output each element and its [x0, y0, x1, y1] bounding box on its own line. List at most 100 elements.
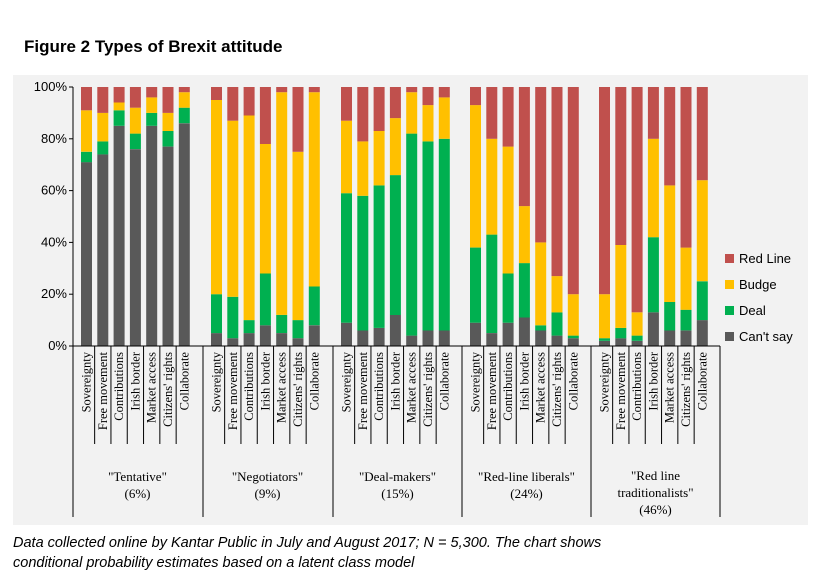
bar-red-line-contributions — [502, 87, 514, 147]
bar-budge-collaborate — [438, 97, 450, 139]
category-label-sovereignty: Sovereignty — [598, 351, 612, 412]
bar-budge-collaborate — [308, 92, 320, 287]
bar-red-line-irish-border — [129, 87, 141, 108]
bar-deal-irish-border — [518, 263, 530, 318]
group-label-line: "Deal-makers" — [359, 469, 436, 484]
bar-deal-market-access — [406, 133, 418, 336]
bar-can-t-say-free-movement — [615, 338, 627, 346]
bar-budge-collaborate — [696, 180, 708, 282]
bar-deal-free-movement — [357, 195, 369, 331]
bar-red-line-free-movement — [615, 87, 627, 245]
category-label-free-movement: Free movement — [226, 351, 240, 430]
chart-title: Figure 2 Types of Brexit attitude — [24, 37, 283, 56]
bar-red-line-citizens-rights — [680, 87, 692, 248]
bar-budge-citizens-rights — [680, 247, 692, 310]
category-label-collaborate: Collaborate — [177, 352, 191, 411]
bar-red-line-irish-border — [389, 87, 401, 119]
bar-red-line-irish-border — [259, 87, 271, 144]
bar-deal-contributions — [631, 335, 643, 341]
footnote-line-2: conditional probability estimates based … — [13, 555, 415, 571]
bar-deal-sovereignty — [341, 193, 352, 323]
bar-budge-free-movement — [97, 112, 109, 142]
bar-can-t-say-contributions — [631, 340, 643, 346]
legend-label-can-t-say: Can't say — [739, 329, 793, 344]
bar-red-line-sovereignty — [341, 87, 352, 121]
bar-can-t-say-market-access — [664, 330, 676, 346]
bar-can-t-say-free-movement — [97, 154, 109, 346]
bar-deal-free-movement — [97, 141, 109, 155]
bar-can-t-say-citizens-rights — [422, 330, 434, 346]
legend-swatch-can-t-say — [725, 332, 734, 341]
y-tick-label: 100% — [34, 79, 68, 94]
category-label-irish-border: Irish border — [128, 351, 142, 410]
group-label-line: (6%) — [125, 486, 151, 501]
bar-deal-market-access — [146, 112, 158, 126]
bar-can-t-say-collaborate — [567, 338, 579, 346]
group-label-line: (24%) — [510, 486, 543, 501]
category-label-market-access: Market access — [663, 352, 677, 423]
category-label-collaborate: Collaborate — [437, 352, 451, 411]
legend-swatch-deal — [725, 306, 734, 315]
category-label-collaborate: Collaborate — [695, 352, 709, 411]
bar-budge-citizens-rights — [162, 112, 174, 131]
bar-deal-irish-border — [389, 175, 401, 315]
bar-red-line-sovereignty — [470, 87, 481, 106]
bar-budge-citizens-rights — [292, 151, 304, 321]
bar-budge-sovereignty — [211, 100, 222, 295]
bar-deal-market-access — [664, 302, 676, 331]
group-label-line: "Tentative" — [108, 469, 167, 484]
legend-label-red-line: Red Line — [739, 251, 791, 266]
bar-deal-collaborate — [178, 107, 190, 124]
bar-red-line-contributions — [631, 87, 643, 313]
category-label-free-movement: Free movement — [96, 351, 110, 430]
bar-red-line-citizens-rights — [551, 87, 563, 277]
bar-budge-contributions — [113, 102, 125, 111]
category-label-market-access: Market access — [534, 352, 548, 423]
category-label-contributions: Contributions — [372, 352, 386, 421]
bar-can-t-say-collaborate — [438, 330, 450, 346]
bar-budge-contributions — [631, 312, 643, 336]
bar-budge-contributions — [243, 115, 255, 321]
category-label-citizens-rights: Citizens' rights — [421, 352, 435, 427]
bar-can-t-say-irish-border — [518, 317, 530, 346]
bar-deal-citizens-rights — [551, 312, 563, 336]
bar-deal-free-movement — [227, 296, 239, 339]
legend-swatch-budge — [725, 280, 734, 289]
category-label-contributions: Contributions — [630, 352, 644, 421]
bar-budge-contributions — [502, 146, 514, 274]
bar-budge-irish-border — [647, 138, 659, 238]
category-label-contributions: Contributions — [242, 352, 256, 421]
category-label-free-movement: Free movement — [614, 351, 628, 430]
group-label-line: (15%) — [381, 486, 414, 501]
bar-red-line-market-access — [276, 87, 288, 93]
bar-deal-citizens-rights — [680, 309, 692, 331]
bar-can-t-say-free-movement — [486, 333, 498, 346]
bar-red-line-collaborate — [696, 87, 708, 181]
bar-red-line-free-movement — [97, 87, 109, 113]
stacked-bar-chart: 0%20%40%60%80%100%Sovereignty Free moveme… — [34, 79, 793, 517]
bar-red-line-collaborate — [567, 87, 579, 295]
category-label-contributions: Contributions — [501, 352, 515, 421]
category-label-sovereignty: Sovereignty — [340, 351, 354, 412]
bar-red-line-citizens-rights — [292, 87, 304, 152]
bar-can-t-say-market-access — [406, 335, 418, 346]
bar-deal-irish-border — [259, 273, 271, 326]
y-tick-label: 80% — [41, 131, 67, 146]
category-label-citizens-rights: Citizens' rights — [679, 352, 693, 427]
bar-can-t-say-sovereignty — [211, 333, 222, 346]
bar-budge-sovereignty — [470, 105, 481, 248]
category-label-market-access: Market access — [275, 352, 289, 423]
bar-budge-market-access — [535, 242, 547, 326]
bar-deal-collaborate — [438, 138, 450, 331]
bar-budge-sovereignty — [81, 110, 92, 152]
group-label-line: (46%) — [639, 502, 672, 517]
category-label-free-movement: Free movement — [485, 351, 499, 430]
bar-red-line-market-access — [664, 87, 676, 186]
group-label-line: "Negotiators" — [232, 469, 303, 484]
bar-can-t-say-sovereignty — [81, 162, 92, 346]
bar-budge-irish-border — [518, 206, 530, 264]
bar-deal-contributions — [113, 110, 125, 126]
bar-red-line-market-access — [406, 87, 418, 93]
bar-can-t-say-sovereignty — [341, 322, 352, 346]
bar-red-line-irish-border — [647, 87, 659, 139]
